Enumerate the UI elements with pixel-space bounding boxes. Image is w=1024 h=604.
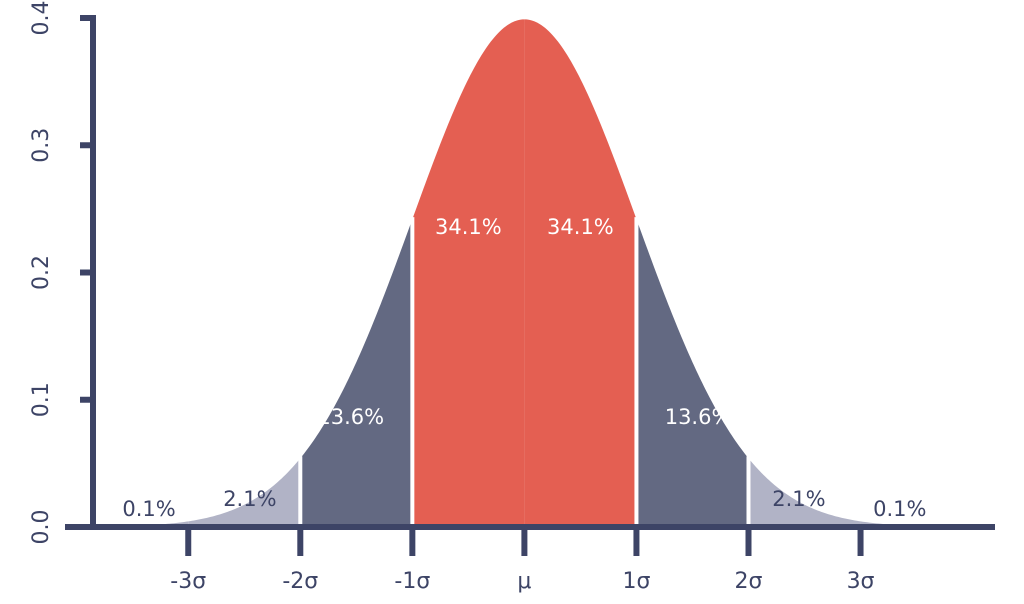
region-label: 2.1% xyxy=(223,487,276,511)
region xyxy=(412,19,525,527)
region-label: 2.1% xyxy=(772,487,825,511)
x-tick-label: -1σ xyxy=(394,569,430,594)
region-label: 34.1% xyxy=(547,215,614,239)
y-tick-label: 0.2 xyxy=(29,255,54,290)
x-tick-label: 3σ xyxy=(847,569,875,594)
y-tick-label: 0.0 xyxy=(29,510,54,545)
region xyxy=(300,219,413,527)
x-tick-label: -2σ xyxy=(282,569,318,594)
x-tick-label: μ xyxy=(517,569,531,594)
region-label: 34.1% xyxy=(435,215,502,239)
region xyxy=(188,458,301,527)
region-label: 13.6% xyxy=(665,405,732,429)
region xyxy=(524,19,637,527)
region-label: 13.6% xyxy=(317,405,384,429)
y-tick-label: 0.4 xyxy=(29,1,54,36)
region-label: 0.1% xyxy=(873,497,926,521)
y-tick-label: 0.3 xyxy=(29,128,54,163)
x-tick-label: 2σ xyxy=(735,569,763,594)
y-tick-label: 0.1 xyxy=(29,382,54,417)
region xyxy=(748,458,861,527)
region xyxy=(636,219,749,527)
x-tick-label: 1σ xyxy=(622,569,650,594)
region-label: 0.1% xyxy=(122,497,175,521)
x-tick-label: -3σ xyxy=(170,569,206,594)
